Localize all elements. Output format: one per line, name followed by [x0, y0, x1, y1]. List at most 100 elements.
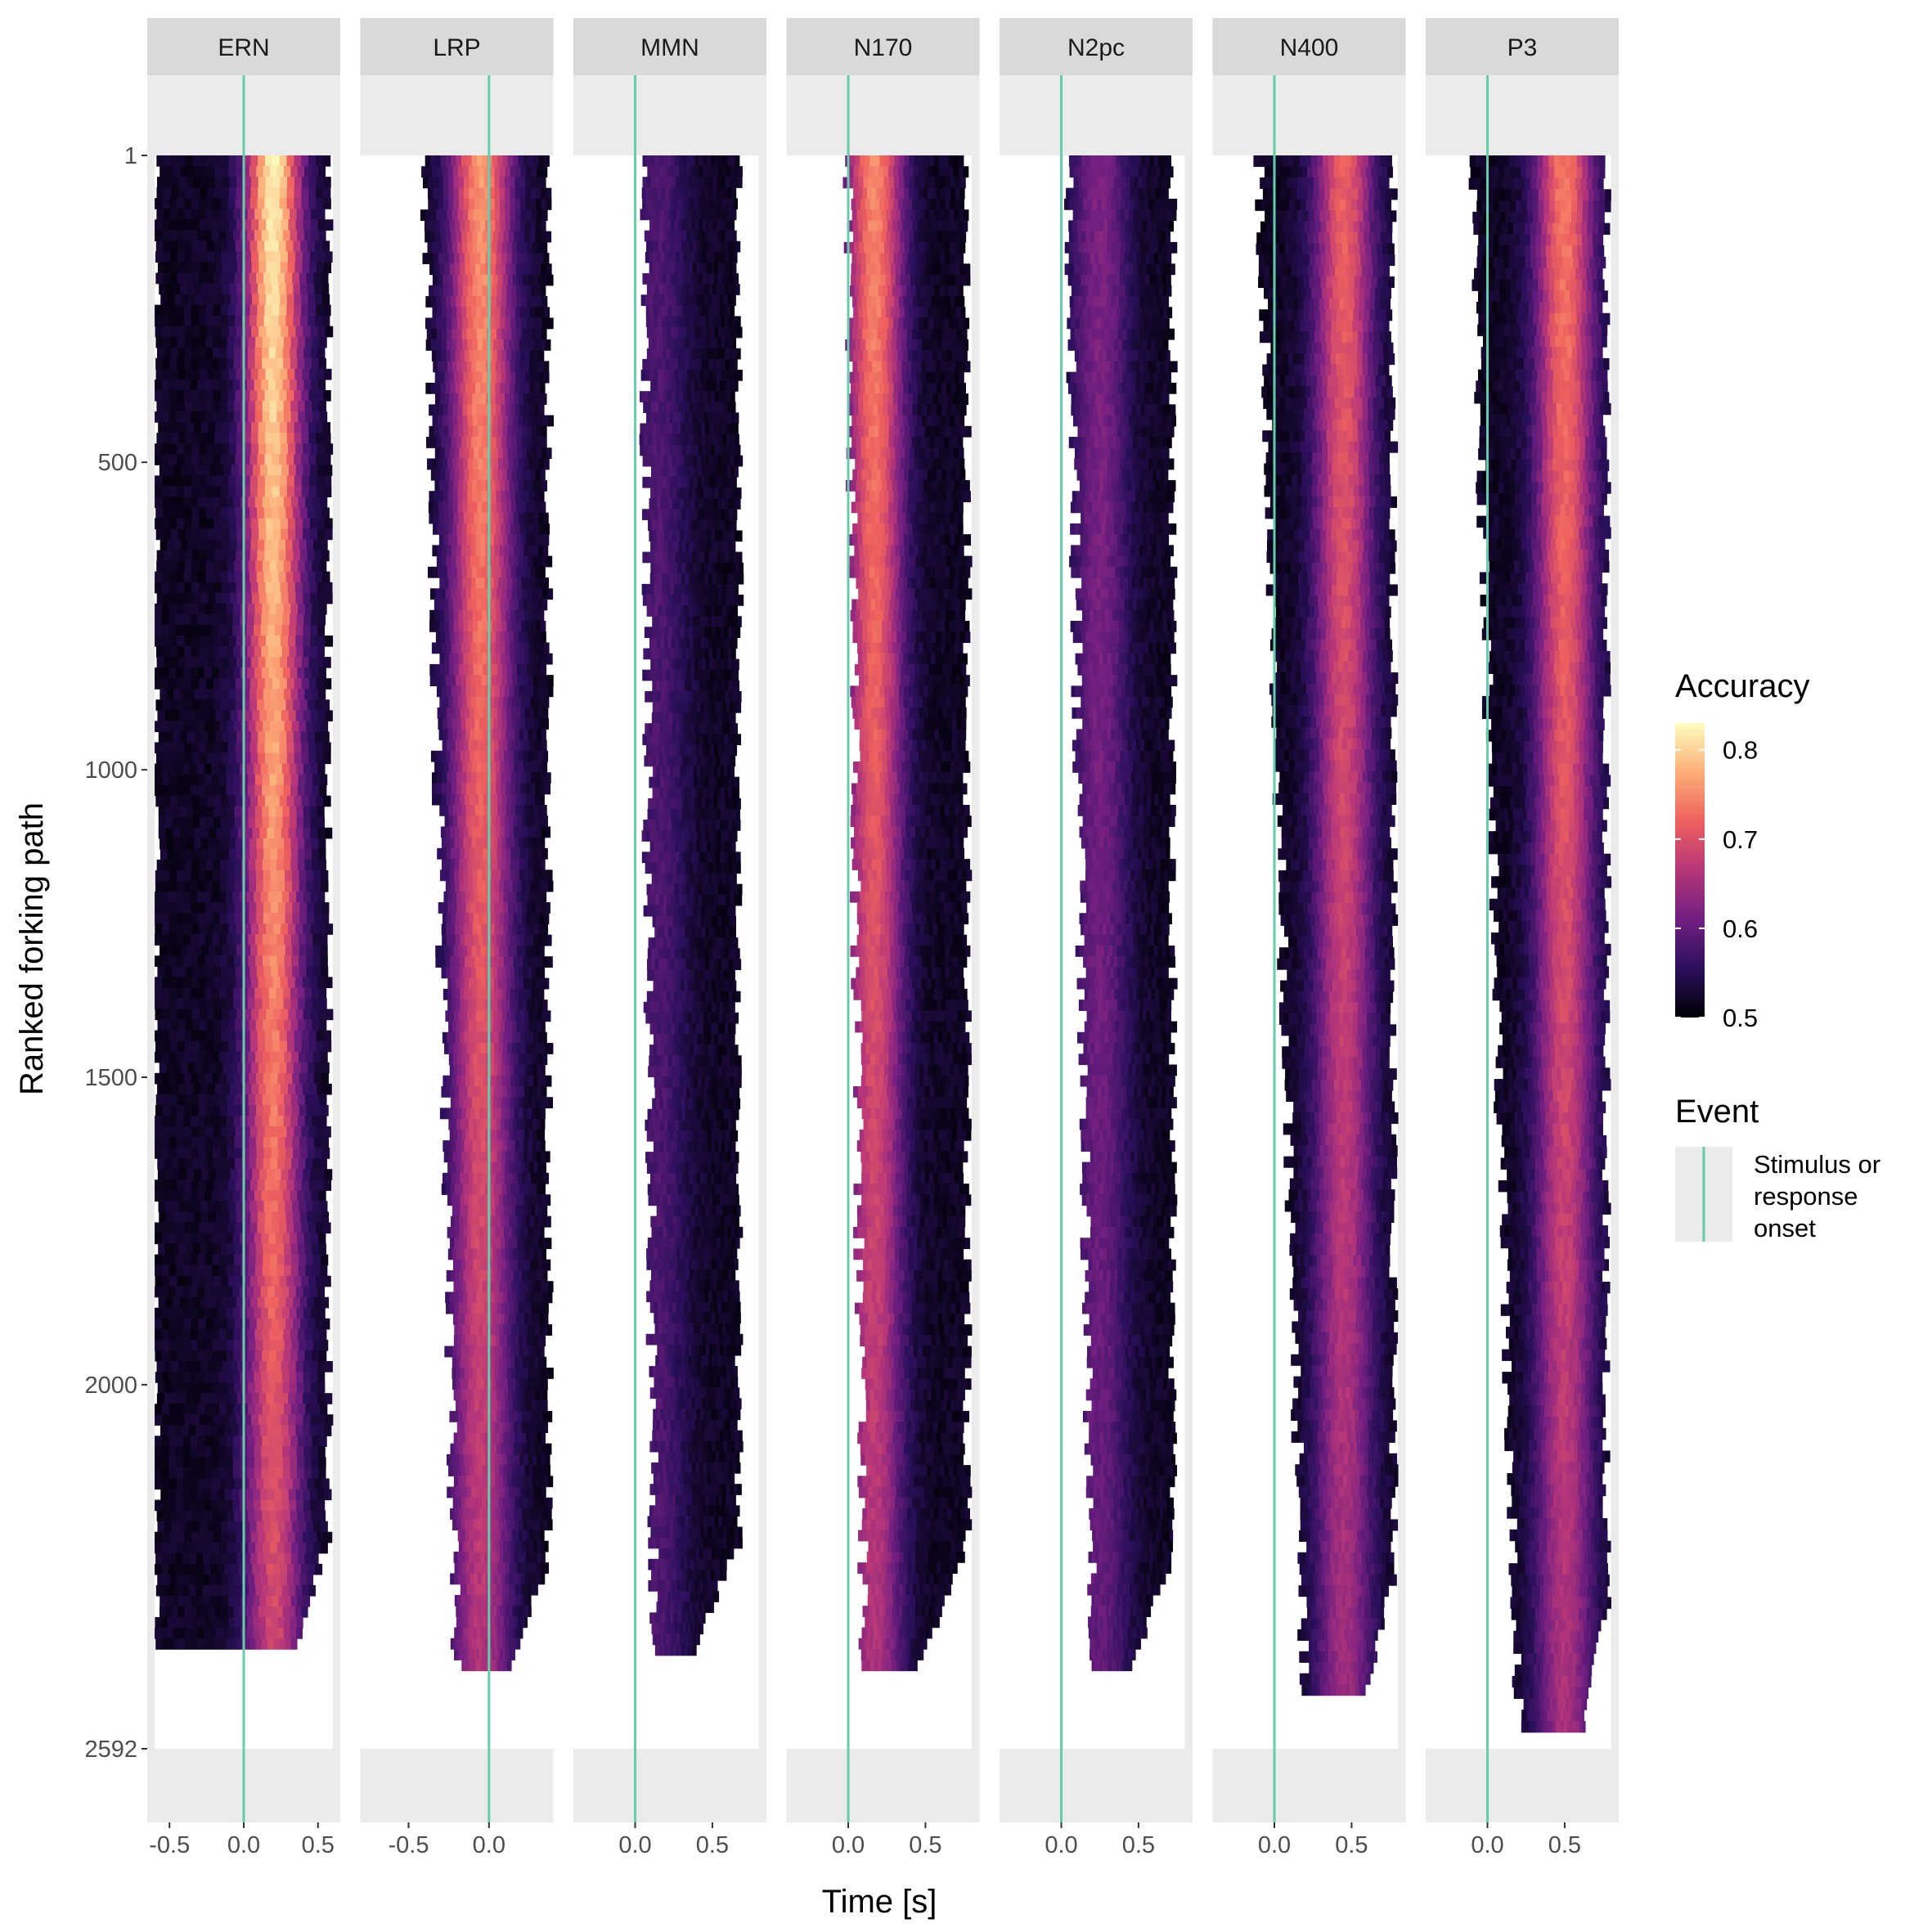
heat-cell — [206, 219, 215, 231]
heat-cell — [227, 1019, 236, 1031]
heat-cell — [232, 1307, 240, 1319]
heat-cell — [199, 1040, 208, 1053]
heat-cell — [303, 592, 311, 604]
heat-cell — [273, 1393, 281, 1404]
heat-cell — [452, 415, 458, 427]
heat-cell — [290, 816, 298, 829]
heat-cell — [208, 1296, 216, 1309]
heat-cell — [183, 1372, 191, 1383]
heat-cell — [226, 603, 234, 615]
heat-cell — [517, 253, 523, 264]
heat-cell — [166, 689, 174, 700]
heat-cell — [250, 187, 258, 199]
heat-cell — [446, 707, 452, 719]
heat-cell — [163, 646, 171, 658]
heat-cell — [190, 411, 199, 423]
heat-cell — [248, 1265, 256, 1277]
heat-cell — [185, 368, 193, 380]
heat-cell — [434, 599, 440, 611]
heat-cell — [465, 707, 470, 719]
heat-cell — [297, 1350, 306, 1362]
heat-cell — [313, 539, 321, 551]
heat-cell — [515, 166, 522, 178]
heat-cell — [451, 642, 457, 654]
heat-cell — [448, 696, 454, 708]
heat-cell — [200, 1296, 209, 1309]
heat-cell — [447, 404, 454, 416]
heat-cell — [249, 838, 257, 850]
heat-cell — [546, 198, 552, 210]
heat-cell — [263, 1148, 272, 1159]
heat-cell — [482, 653, 487, 665]
heat-cell — [431, 642, 438, 654]
heat-cell — [177, 155, 186, 167]
heat-cell — [547, 685, 554, 698]
heat-cell — [200, 166, 209, 177]
heat-cell — [540, 231, 546, 243]
heat-cell — [198, 1104, 207, 1117]
heat-cell — [436, 555, 443, 568]
heat-cell — [546, 263, 552, 276]
heat-cell — [435, 750, 442, 762]
heat-cell — [513, 555, 519, 568]
heat-cell — [218, 603, 227, 615]
heat-cell — [267, 1574, 275, 1586]
heat-cell — [207, 433, 215, 444]
heat-cell — [254, 1350, 263, 1362]
heat-cell — [296, 1617, 303, 1629]
heat-cell — [480, 837, 485, 849]
heat-cell — [285, 1521, 293, 1533]
heat-cell — [491, 566, 497, 578]
heat-cell — [284, 721, 293, 732]
heat-cell — [497, 155, 504, 167]
heat-cell — [259, 1595, 267, 1607]
heat-cell — [248, 560, 256, 573]
heat-cell — [317, 1372, 326, 1383]
heat-cell — [501, 588, 508, 600]
heat-cell — [472, 415, 479, 427]
heat-cell — [304, 1436, 313, 1447]
heat-cell — [474, 187, 480, 200]
heat-cell — [473, 317, 479, 330]
heat-cell — [247, 1617, 254, 1629]
heat-cell — [484, 859, 490, 870]
heat-cell — [236, 262, 245, 274]
heat-cell — [476, 404, 483, 416]
heat-cell — [296, 806, 304, 818]
heat-cell — [436, 437, 442, 448]
heat-cell — [272, 1595, 279, 1607]
heat-cell — [155, 1051, 163, 1063]
heat-cell — [476, 479, 483, 492]
heat-cell — [519, 729, 524, 741]
heat-cell — [197, 379, 205, 391]
heat-cell — [472, 880, 478, 892]
heat-cell — [156, 592, 165, 604]
heat-cell — [521, 285, 527, 297]
heat-cell — [250, 539, 258, 551]
heat-cell — [269, 1436, 277, 1447]
heat-cell — [303, 230, 312, 241]
heat-cell — [534, 609, 540, 622]
heat-cell — [165, 806, 173, 818]
heat-cell — [249, 198, 258, 209]
heat-cell — [222, 592, 231, 604]
heat-cell — [249, 848, 258, 860]
heat-cell — [301, 1222, 309, 1234]
heat-cell — [462, 609, 469, 622]
heat-cell — [277, 1552, 285, 1565]
heat-cell — [533, 707, 540, 719]
heat-cell — [507, 155, 514, 167]
heat-cell — [222, 177, 230, 188]
heat-cell — [226, 1328, 234, 1341]
heat-cell — [452, 762, 459, 773]
heat-cell — [206, 1382, 214, 1394]
heat-cell — [248, 1542, 256, 1554]
heat-cell — [276, 1606, 284, 1618]
heat-cell — [183, 1404, 191, 1415]
heat-cell — [241, 869, 249, 882]
heat-cell — [479, 209, 485, 221]
heat-cell — [179, 1169, 187, 1180]
heat-cell — [190, 998, 199, 1010]
heat-cell — [525, 220, 532, 232]
heat-cell — [161, 1446, 170, 1458]
